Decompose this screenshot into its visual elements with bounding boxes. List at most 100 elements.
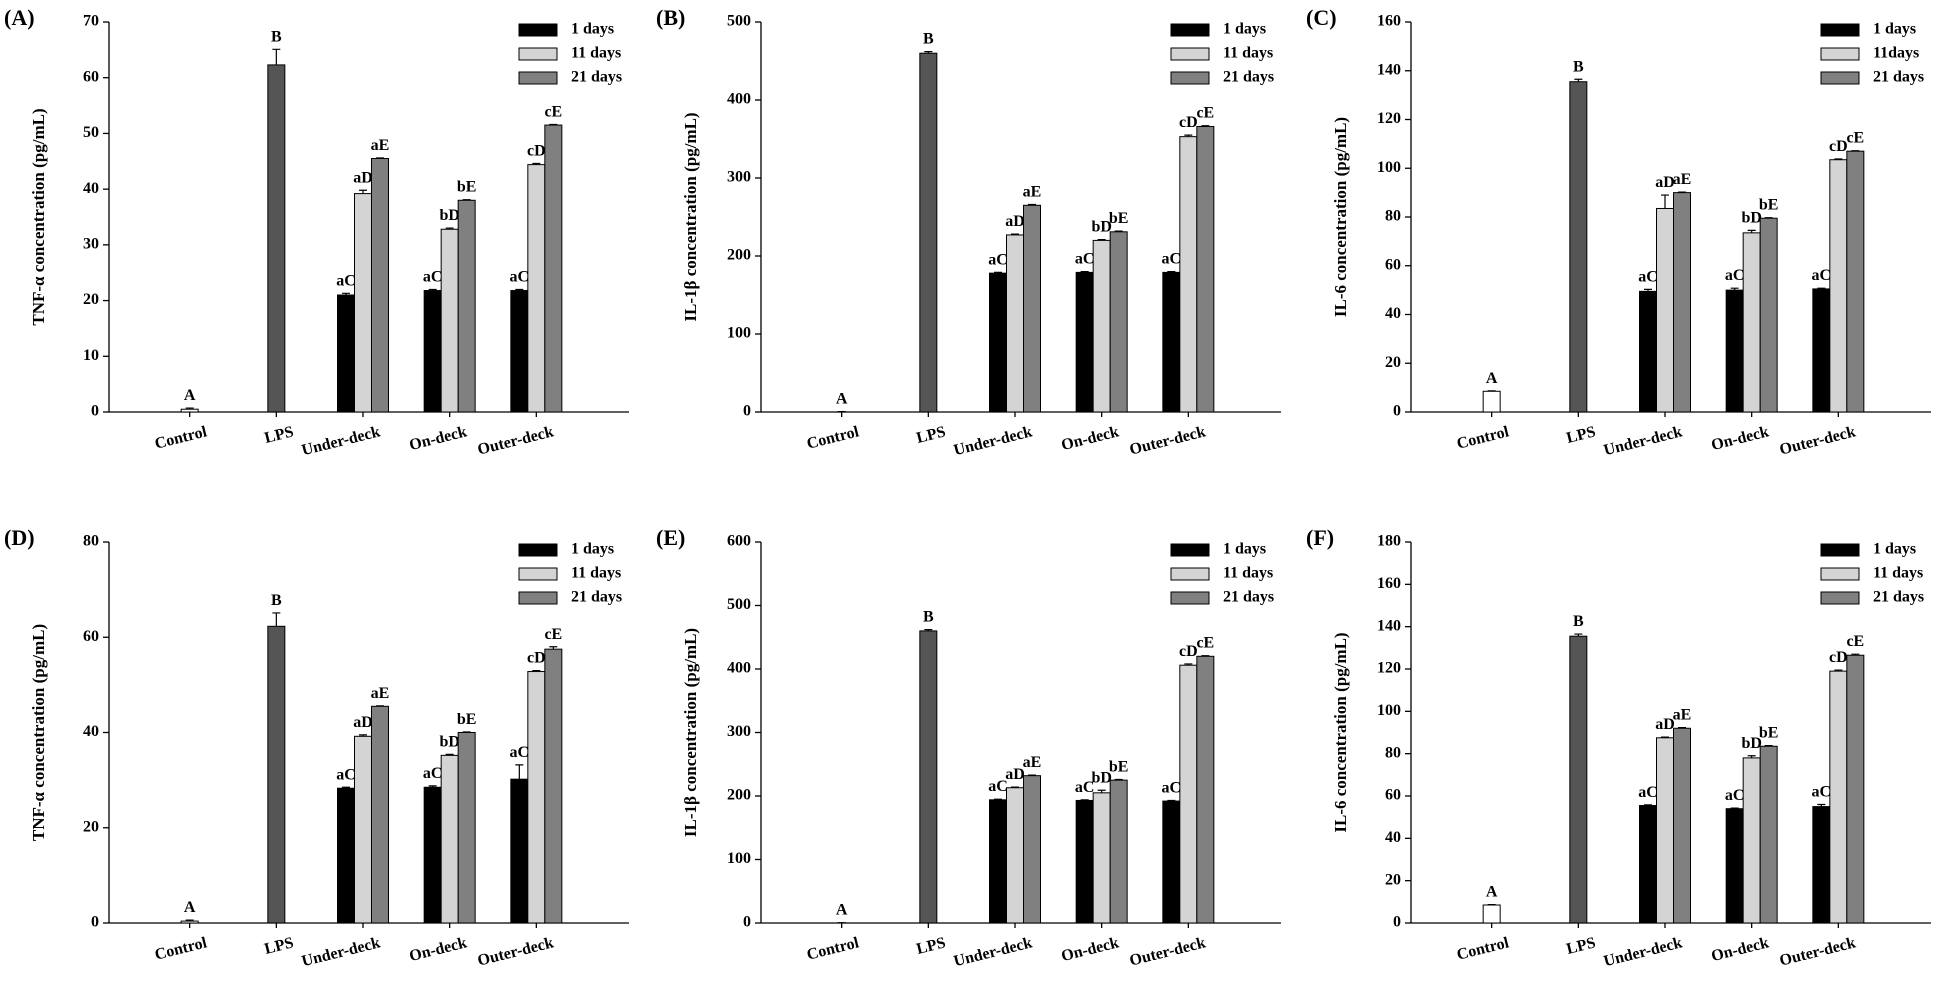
panel-label: (E) <box>656 525 685 550</box>
significance-label: B <box>923 609 934 626</box>
legend-swatch <box>1820 543 1860 557</box>
bar <box>1812 288 1831 413</box>
bar <box>1092 792 1111 924</box>
significance-label: aC <box>988 251 1008 268</box>
error-bar <box>1201 655 1210 657</box>
y-tick-label: 60 <box>1385 256 1401 273</box>
bar <box>1829 670 1848 924</box>
bar <box>1742 757 1761 924</box>
bar <box>1482 390 1501 413</box>
error-bar <box>532 669 541 672</box>
legend-swatch <box>1820 47 1860 61</box>
significance-label: bE <box>1759 197 1779 214</box>
bar <box>919 52 938 413</box>
significance-label: aD <box>1655 716 1675 733</box>
error-bar <box>1011 786 1019 788</box>
y-tick-label: 100 <box>727 325 751 342</box>
panel-label: (A) <box>4 5 35 30</box>
bar <box>1759 745 1778 924</box>
y-tick-label: 140 <box>1377 617 1401 634</box>
significance-label: A <box>1486 370 1498 387</box>
y-tick-label: 0 <box>1393 914 1401 931</box>
error-bar <box>342 292 350 295</box>
legend-label: 21 days <box>1873 69 1924 86</box>
y-tick-label: 30 <box>83 236 99 253</box>
x-tick-label: Control <box>805 934 861 963</box>
legend-swatch <box>518 591 558 605</box>
y-tick-label: 0 <box>1393 403 1401 420</box>
panel-label: (C) <box>1306 5 1337 30</box>
legend-label: 21 days <box>1223 589 1274 606</box>
y-tick-label: 50 <box>83 124 99 141</box>
y-tick-label: 0 <box>91 914 99 931</box>
x-tick-label: Control <box>805 423 861 452</box>
bar <box>1639 290 1657 413</box>
x-tick-label: Outer-deck <box>1778 423 1858 458</box>
error-bar <box>1730 807 1739 809</box>
significance-label: aE <box>371 137 390 154</box>
legend-label: 1 days <box>571 541 614 558</box>
significance-label: bD <box>1741 735 1761 752</box>
error-bar <box>994 271 1002 274</box>
bar <box>457 199 476 413</box>
x-tick-label: On-deck <box>1060 423 1121 454</box>
y-tick-label: 70 <box>83 13 99 30</box>
error-bar <box>428 288 437 291</box>
error-bar <box>1764 745 1773 747</box>
error-bar <box>1574 633 1583 637</box>
y-tick-label: 60 <box>83 68 99 85</box>
significance-label: aC <box>1075 779 1095 796</box>
y-tick-label: 160 <box>1377 575 1401 592</box>
legend-swatch <box>518 567 558 581</box>
panel: (B) IL-1β concentration (pg/mL) 0 100 200 300… <box>656 5 1281 459</box>
legend-swatch <box>518 71 558 85</box>
y-tick-label: 500 <box>727 596 751 613</box>
significance-label: A <box>836 902 848 919</box>
significance-label: aC <box>1812 267 1832 284</box>
bar <box>440 754 459 924</box>
error-bar <box>1747 755 1756 758</box>
x-tick-label: LPS <box>915 423 948 447</box>
error-bar <box>1184 134 1193 137</box>
x-tick-label: LPS <box>1565 423 1598 447</box>
y-tick-label: 100 <box>1377 702 1401 719</box>
bar <box>180 408 199 413</box>
y-axis-label: IL-1β concentration (pg/mL) <box>681 112 700 321</box>
y-tick-label: 500 <box>727 13 751 30</box>
significance-label: aC <box>988 778 1008 795</box>
legend-label: 1 days <box>1873 541 1916 558</box>
error-bar <box>515 764 524 780</box>
bar <box>1196 655 1215 924</box>
bar <box>1075 271 1094 413</box>
y-tick-label: 180 <box>1377 533 1401 550</box>
significance-label: bE <box>1759 725 1779 742</box>
legend-label: 21 days <box>1873 589 1924 606</box>
error-bar <box>1644 288 1652 292</box>
bar <box>1092 239 1111 413</box>
error-bar <box>1817 803 1826 807</box>
x-tick-label: On-deck <box>408 423 469 454</box>
bar <box>267 64 286 413</box>
y-tick-label: 20 <box>83 818 99 835</box>
bar <box>337 787 355 924</box>
legend-label: 11 days <box>571 45 621 62</box>
x-tick-label: Control <box>1455 423 1511 452</box>
y-tick-label: 100 <box>727 850 751 867</box>
error-bar <box>1167 799 1176 802</box>
legend-swatch <box>1170 591 1210 605</box>
y-tick-label: 400 <box>727 91 751 108</box>
y-tick-label: 20 <box>1385 354 1401 371</box>
bar <box>1846 654 1865 924</box>
y-tick-label: 40 <box>1385 829 1401 846</box>
bar <box>1846 150 1865 413</box>
error-bar <box>532 162 541 165</box>
significance-label: cE <box>544 626 562 643</box>
significance-label: aD <box>1005 213 1025 230</box>
bar <box>1569 635 1588 924</box>
error-bar <box>515 288 524 291</box>
error-bar <box>272 48 281 65</box>
legend-label: 1 days <box>571 21 614 38</box>
bar <box>1656 207 1674 413</box>
bar <box>1162 271 1181 413</box>
y-tick-label: 40 <box>1385 305 1401 322</box>
